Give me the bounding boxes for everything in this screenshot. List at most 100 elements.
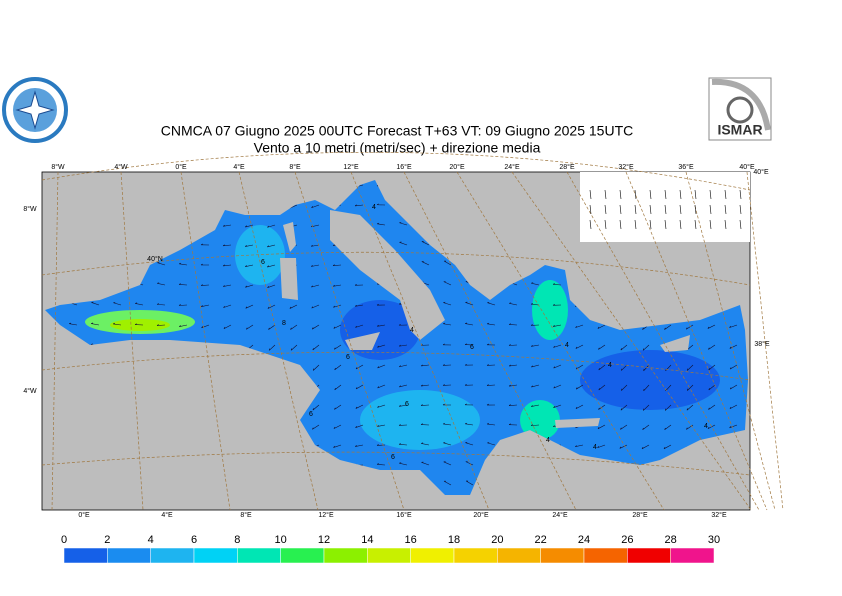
colorbar-tick-label: 20 [491, 534, 503, 546]
wind-arrow [398, 424, 408, 426]
wind-arrow [487, 442, 496, 446]
wind-arrow [575, 344, 584, 349]
contour-label: 4 [546, 437, 550, 444]
wind-arrow [442, 384, 452, 386]
wind-arrow [334, 364, 342, 371]
wind-arrow [686, 404, 694, 411]
wind-arrow [686, 364, 694, 371]
wind-arrow [420, 404, 430, 406]
wind-arrow [222, 224, 232, 227]
wind-arrow [486, 423, 496, 426]
wind-arrow [486, 403, 496, 406]
wind-arrow [134, 323, 144, 326]
wind-arrow [575, 404, 584, 410]
wind-arrow [334, 344, 342, 350]
wind-arrow [664, 189, 667, 200]
wind-arrow [619, 204, 622, 215]
colorbar-swatch [410, 547, 455, 564]
wind-arrow [729, 424, 738, 429]
wind-arrow [694, 204, 697, 215]
logo-right: ISMAR [708, 77, 772, 141]
colorbar-tick-label: 8 [234, 534, 240, 546]
wind-arrow [465, 480, 474, 486]
wind-arrow [642, 344, 650, 351]
contour-label: 4 [410, 327, 414, 334]
wind-arrow [708, 384, 716, 391]
wind-arrow [443, 442, 452, 446]
colorbar-swatch [193, 547, 238, 564]
wind-arrow [464, 343, 474, 346]
contour-label: 4 [593, 444, 597, 451]
wind-arrow [530, 324, 540, 326]
wind-arrow [574, 444, 584, 448]
wind-arrow [310, 264, 320, 267]
wind-arrow [312, 404, 320, 411]
colorbar-swatch [150, 547, 195, 564]
lon-label: 20°E [473, 511, 489, 519]
wind-arrow [333, 424, 342, 429]
wind-arrow [708, 344, 716, 350]
wind-arrow [620, 344, 628, 351]
graticule [41, 351, 751, 381]
wind-arrow [664, 324, 672, 330]
colorbar-tick-label: 0 [61, 534, 67, 546]
wind-arrow [399, 364, 408, 368]
lon-label: 8°E [289, 163, 301, 171]
wind-arrow [729, 344, 738, 349]
wind-arrow [597, 424, 606, 430]
wind-arrow [553, 404, 562, 408]
wind-arrow [200, 263, 210, 266]
colorbar-swatch [63, 547, 108, 564]
colorbar-tick-label: 14 [361, 534, 373, 546]
wind-arrow [178, 304, 188, 306]
lat-label: 40°N [147, 255, 163, 263]
wind-arrow [420, 384, 430, 387]
wind-arrow [267, 264, 276, 268]
wind-arrow [223, 304, 232, 308]
wind-arrow [642, 404, 650, 411]
wind-arrow [729, 404, 738, 409]
wind-arrow [443, 301, 452, 306]
wind-arrow [268, 344, 276, 351]
wind-arrow [465, 322, 474, 326]
wind-arrow [312, 364, 320, 371]
wind-arrow [508, 404, 518, 406]
wind-arrow [739, 189, 742, 200]
wind-arrow [486, 322, 496, 326]
wind-arrow [377, 404, 386, 408]
wind-arrow [589, 219, 592, 230]
wind-arrow [709, 219, 712, 230]
wind-arrow [649, 204, 652, 215]
wind-arrow [311, 204, 320, 209]
lat-label: 8°W [23, 205, 37, 213]
lon-label: 12°E [318, 511, 334, 519]
wind-arrow [421, 261, 430, 266]
wind-arrow [355, 364, 364, 370]
wind-arrow [687, 384, 694, 391]
wind-arrow [598, 364, 606, 371]
wind-arrow [724, 204, 727, 215]
wind-arrow [200, 243, 210, 246]
wind-arrow [267, 244, 276, 248]
lon-label: 36°E [678, 163, 694, 171]
wind-arrow [376, 303, 386, 306]
wind-arrow [553, 384, 562, 389]
wind-arrow [729, 364, 738, 370]
colorbar-tick-label: 2 [104, 534, 110, 546]
wind-arrow [267, 304, 276, 309]
wind-arrow [290, 344, 298, 351]
wind-arrow [156, 324, 166, 326]
wind-arrow [642, 424, 650, 431]
lat-label: 40°E [753, 168, 769, 176]
wind-arrow [664, 219, 667, 230]
wind-arrow [709, 204, 712, 215]
contour-label: 6 [261, 259, 265, 266]
map [41, 151, 784, 511]
wind-arrow [311, 304, 320, 309]
wind-arrow [621, 384, 628, 391]
lon-label: 4°E [233, 163, 245, 171]
wind-arrow [686, 424, 694, 430]
wind-arrow [597, 444, 606, 449]
contour-label: 6 [309, 411, 313, 418]
lon-label: 16°E [396, 511, 412, 519]
